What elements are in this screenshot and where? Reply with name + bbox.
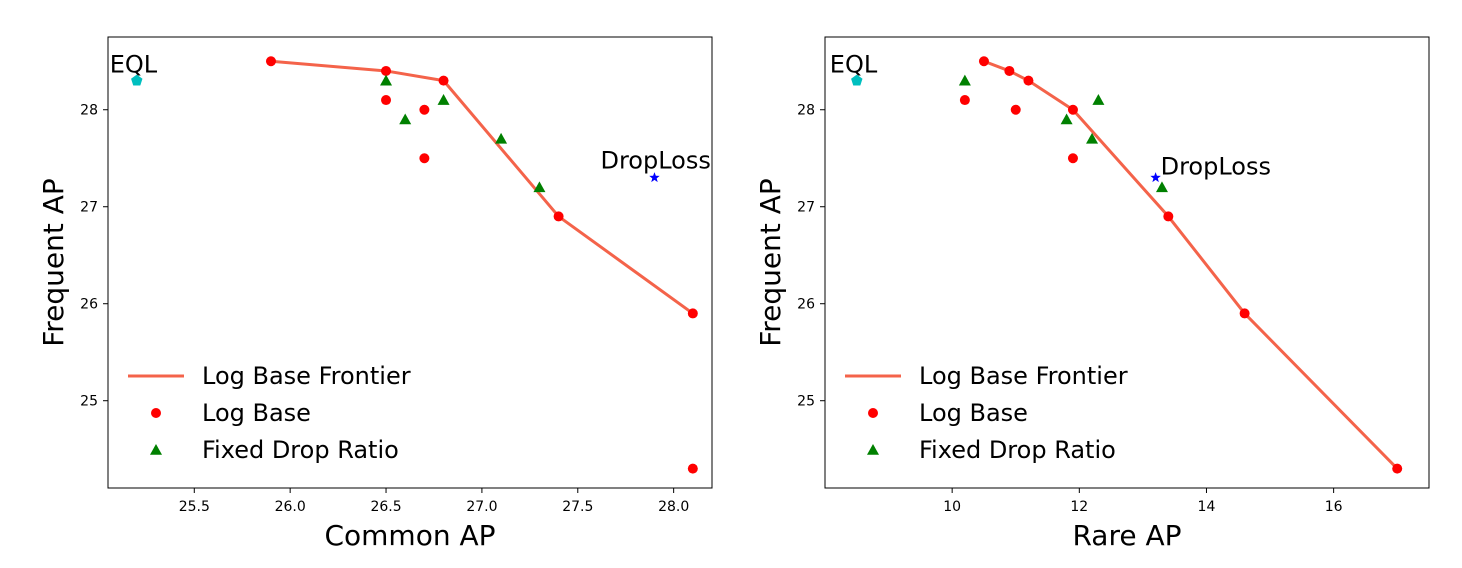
legend-marker-swatch [867, 444, 879, 455]
series-log-base-frontier [983, 59, 1399, 470]
fixed-drop-ratio-point [437, 94, 450, 105]
legend: Log Base Frontier Log Base Fixed Drop Rati… [845, 362, 1128, 464]
droploss-marker [1150, 172, 1161, 183]
legend: Log Base Frontier Log Base Fixed Drop Rati… [128, 362, 411, 464]
log-base-point [978, 56, 989, 67]
x-tick-label: 26.0 [275, 499, 306, 515]
droploss-marker [649, 172, 660, 183]
log-base-point [687, 463, 698, 474]
y-tick-label: 26 [80, 297, 98, 313]
log-base-point [381, 65, 392, 76]
log-base-point [265, 56, 276, 67]
series-fixed-drop-ratio [380, 74, 546, 193]
log-base-point [381, 95, 392, 106]
legend-label: Fixed Drop Ratio [202, 436, 399, 464]
x-axis-title: Common AP [324, 519, 495, 552]
y-tick-label: 28 [80, 103, 98, 119]
x-tick-label: 28.0 [658, 499, 689, 515]
plot-frame [107, 36, 713, 489]
eql-label: EQL [110, 51, 158, 79]
legend-label: Log Base Frontier [202, 362, 411, 390]
fixed-drop-ratio-point [1060, 113, 1073, 125]
fixed-drop-ratio-point [533, 181, 546, 193]
log-base-point [419, 153, 430, 164]
droploss-label: DropLoss [600, 147, 710, 175]
fixed-drop-ratio-point [1092, 94, 1105, 105]
eql-label: EQL [830, 51, 878, 79]
fixed-drop-ratio-point [958, 74, 971, 86]
log-base-point [1067, 153, 1078, 164]
x-tick-label: 27.5 [562, 499, 593, 515]
log-base-point [959, 95, 970, 106]
fixed-drop-ratio-point [1155, 181, 1168, 193]
y-tick-label: 25 [797, 394, 815, 410]
log-base-point [1004, 65, 1015, 76]
legend-marker-swatch [150, 444, 162, 455]
x-axis-title: Rare AP [1072, 519, 1181, 552]
log-base-point [1023, 75, 1034, 86]
x-tick-label: 12 [1070, 499, 1088, 515]
log-base-point [553, 211, 564, 222]
y-tick-label: 26 [797, 297, 815, 313]
log-base-point [1067, 104, 1078, 115]
series-log-base [265, 56, 698, 474]
plot-frame [824, 36, 1430, 489]
series-fixed-drop-ratio [958, 74, 1168, 193]
log-base-point [1239, 308, 1250, 319]
y-axis-title: Frequent AP [754, 178, 787, 347]
legend-label: Fixed Drop Ratio [919, 436, 1116, 464]
x-tick-label: 26.5 [370, 499, 401, 515]
series-log-base [959, 56, 1403, 474]
fixed-drop-ratio-point [380, 74, 393, 86]
legend-label: Log Base [919, 399, 1028, 427]
log-base-point [687, 308, 698, 319]
legend-label: Log Base [202, 399, 311, 427]
y-tick-label: 27 [80, 200, 98, 216]
x-tick-label: 14 [1198, 499, 1216, 515]
fixed-drop-ratio-point [399, 113, 412, 125]
legend-marker-swatch [868, 408, 878, 418]
log-base-point [1010, 104, 1021, 115]
droploss-label: DropLoss [1161, 153, 1271, 181]
log-base-point [438, 75, 449, 86]
x-tick-label: 27.0 [466, 499, 497, 515]
y-tick-label: 27 [797, 200, 815, 216]
y-axis-title: Frequent AP [37, 178, 70, 347]
eql-marker [131, 74, 143, 86]
x-tick-label: 16 [1325, 499, 1343, 515]
frontier-line [270, 59, 694, 315]
fixed-drop-ratio-point [1086, 132, 1099, 144]
log-base-point [1392, 463, 1403, 474]
fixed-drop-ratio-point [495, 132, 508, 144]
eql-marker [851, 74, 863, 86]
chart-panel-1: 25.5 26.0 26.5 27.0 27.5 28.0 25 26 27 28 Common A… [37, 36, 713, 552]
x-tick-label: 10 [943, 499, 961, 515]
y-tick-label: 25 [80, 394, 98, 410]
legend-marker-swatch [151, 408, 161, 418]
frontier-line [983, 59, 1399, 470]
log-base-point [1163, 211, 1174, 222]
y-tick-label: 28 [797, 103, 815, 119]
log-base-point [419, 104, 430, 115]
series-log-base-frontier [270, 59, 694, 315]
legend-label: Log Base Frontier [919, 362, 1128, 390]
chart-panel-2: 10 12 14 16 25 26 27 28 Rare AP Frequent AP EQL Dro… [754, 36, 1430, 552]
x-tick-label: 25.5 [179, 499, 210, 515]
